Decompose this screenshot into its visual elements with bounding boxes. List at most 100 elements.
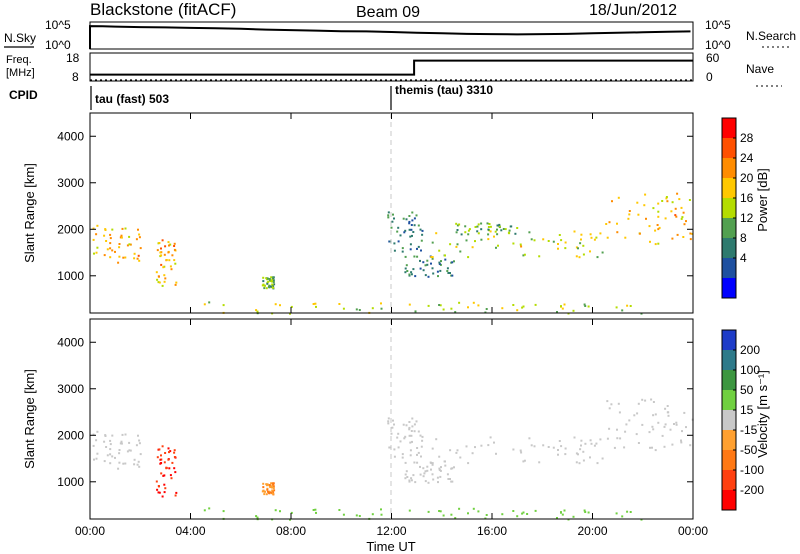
scatter-point bbox=[135, 444, 138, 447]
scatter-point bbox=[155, 480, 158, 483]
scatter-point bbox=[419, 259, 421, 262]
scatter-point bbox=[410, 430, 413, 432]
scatter-point bbox=[137, 434, 139, 437]
scatter-point bbox=[111, 228, 114, 231]
scatter-point bbox=[521, 512, 524, 515]
scatter-point bbox=[408, 273, 411, 276]
scatter-point bbox=[411, 417, 414, 420]
scatter-point bbox=[613, 446, 616, 449]
scatter-point bbox=[402, 423, 405, 426]
scatter-point bbox=[508, 229, 511, 232]
scatter-point bbox=[410, 479, 413, 482]
scatter-point bbox=[667, 411, 670, 414]
scatter-point bbox=[489, 436, 492, 439]
scatter-point bbox=[477, 304, 480, 307]
scatter-point bbox=[633, 414, 636, 417]
scatter-point bbox=[496, 233, 499, 236]
scatter-point bbox=[156, 278, 159, 281]
colorbar-swatch bbox=[722, 138, 736, 159]
scatter-point bbox=[390, 226, 393, 229]
scatter-point bbox=[556, 311, 558, 313]
scatter-point bbox=[174, 471, 177, 474]
scatter-point bbox=[583, 509, 586, 512]
scatter-point bbox=[680, 217, 683, 220]
velocity-y-ticks: 1000 2000 3000 4000 bbox=[57, 335, 693, 489]
scatter-point bbox=[161, 284, 164, 287]
scatter-point bbox=[109, 448, 112, 451]
colorbar-swatch bbox=[722, 238, 736, 259]
scatter-point bbox=[560, 445, 563, 448]
scatter-point bbox=[450, 513, 453, 516]
scatter-point bbox=[665, 196, 668, 198]
scatter-point bbox=[416, 247, 418, 250]
scatter-point bbox=[451, 274, 454, 277]
scatter-point bbox=[203, 509, 206, 512]
scatter-point bbox=[538, 461, 541, 464]
scatter-point bbox=[446, 473, 449, 476]
scatter-point bbox=[431, 267, 434, 270]
colorbar-tick-label: -200 bbox=[740, 483, 764, 497]
scatter-point bbox=[593, 238, 596, 241]
scatter-point bbox=[404, 477, 407, 480]
scatter-point bbox=[156, 456, 159, 459]
scatter-point bbox=[436, 476, 439, 479]
scatter-point bbox=[159, 251, 162, 254]
scatter-point bbox=[279, 304, 281, 307]
scatter-point bbox=[438, 304, 441, 306]
colorbar-swatch bbox=[722, 450, 736, 471]
scatter-point bbox=[289, 518, 291, 521]
scatter-point bbox=[117, 467, 120, 470]
scatter-point bbox=[414, 275, 417, 278]
scatter-point bbox=[104, 435, 107, 437]
scatter-point bbox=[627, 217, 630, 220]
noise-left-tick-top: 10^5 bbox=[45, 18, 71, 32]
scatter-point bbox=[474, 240, 476, 243]
scatter-point bbox=[169, 243, 172, 246]
scatter-point bbox=[584, 511, 587, 513]
scatter-point bbox=[421, 439, 424, 442]
scatter-point bbox=[312, 303, 315, 305]
scatter-point bbox=[472, 301, 475, 304]
freq-tick-bottom: 8 bbox=[72, 70, 79, 84]
colorbar-tick-label: 4 bbox=[740, 251, 747, 265]
scatter-point bbox=[269, 285, 272, 288]
scatter-point bbox=[563, 509, 566, 512]
scatter-point bbox=[589, 233, 592, 236]
scatter-point bbox=[501, 513, 504, 516]
scatter-point bbox=[411, 425, 414, 428]
scatter-point bbox=[628, 213, 631, 216]
scatter-point bbox=[160, 462, 163, 464]
colorbar-swatch bbox=[722, 470, 736, 491]
scatter-point bbox=[109, 462, 112, 465]
scatter-point bbox=[167, 447, 170, 450]
scatter-point bbox=[534, 303, 537, 306]
scatter-point bbox=[403, 231, 406, 234]
scatter-point bbox=[262, 482, 265, 485]
scatter-point bbox=[173, 245, 176, 247]
scatter-point bbox=[432, 272, 435, 275]
scatter-point bbox=[542, 238, 545, 241]
scatter-point bbox=[415, 214, 418, 217]
scatter-point bbox=[437, 275, 439, 278]
scatter-point bbox=[409, 248, 412, 251]
power-y-axis-label: Slant Range [km] bbox=[22, 163, 37, 263]
scatter-point bbox=[271, 486, 273, 489]
scatter-point bbox=[417, 451, 420, 454]
scatter-point bbox=[670, 210, 673, 213]
scatter-point bbox=[380, 307, 383, 310]
scatter-point bbox=[459, 456, 462, 459]
scatter-point bbox=[271, 482, 274, 485]
scatter-point bbox=[96, 430, 99, 433]
scatter-point bbox=[408, 509, 411, 512]
scatter-point bbox=[519, 243, 522, 246]
scatter-point bbox=[290, 511, 293, 514]
scatter-point bbox=[174, 283, 177, 286]
scatter-point bbox=[676, 233, 679, 236]
scatter-point bbox=[138, 442, 141, 445]
scatter-point bbox=[426, 465, 429, 468]
scatter-point bbox=[266, 484, 268, 487]
scatter-point bbox=[92, 238, 95, 241]
scatter-point bbox=[664, 217, 667, 220]
scatter-point bbox=[314, 508, 317, 511]
scatter-point bbox=[431, 257, 434, 260]
